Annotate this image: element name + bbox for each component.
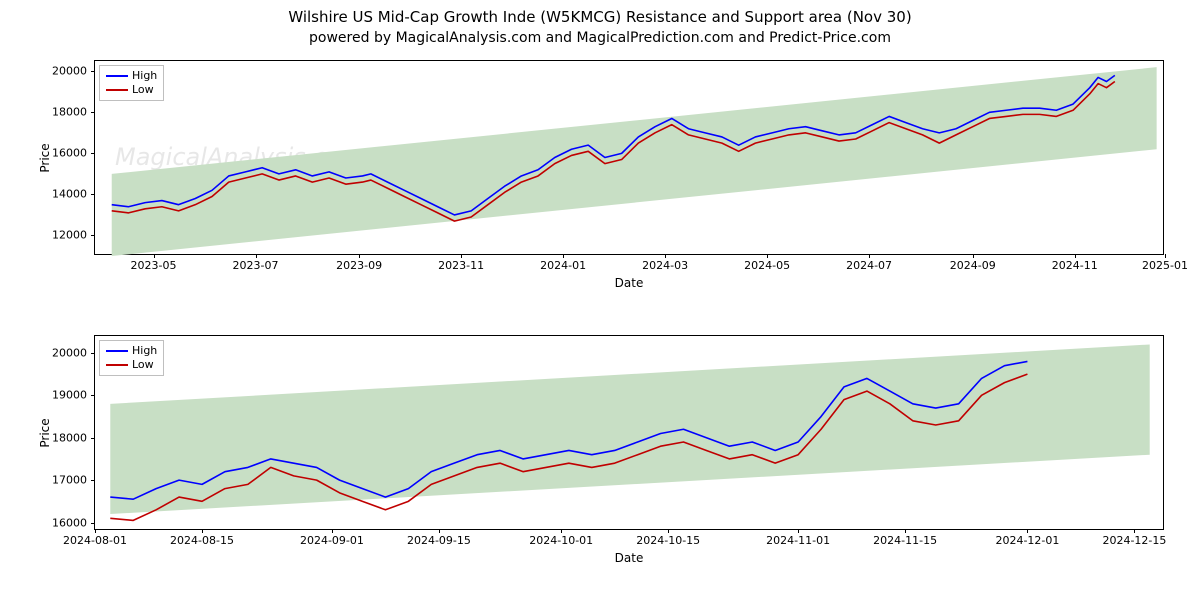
x-tick-label: 2024-07 [846,259,892,272]
y-tick-label: 14000 [52,188,87,201]
x-tick-label: 2024-01 [540,259,586,272]
x-tick-label: 2024-05 [744,259,790,272]
top-y-axis-label: Price [38,143,52,172]
y-tick-label: 18000 [52,106,87,119]
legend-swatch-low [106,89,128,91]
y-tick-label: 20000 [52,346,87,359]
top-plot-svg [95,61,1165,256]
bottom-chart-axes: Price Date High Low MagicalAnalysis.com … [94,335,1164,530]
legend-swatch-high [106,75,128,77]
chart-title: Wilshire US Mid-Cap Growth Inde (W5KMCG)… [0,8,1200,26]
y-tick-label: 17000 [52,474,87,487]
x-tick-label: 2024-12-15 [1102,534,1166,547]
top-legend: High Low [99,65,164,101]
legend-swatch-low [106,364,128,366]
x-tick-label: 2024-09-01 [300,534,364,547]
legend-row-low: Low [106,358,157,372]
y-tick-label: 18000 [52,431,87,444]
bottom-plot-svg [95,336,1165,531]
bottom-y-axis-label: Price [38,418,52,447]
legend-label-high: High [132,69,157,83]
legend-label-low: Low [132,358,154,372]
x-tick-label: 2024-11-01 [766,534,830,547]
x-tick-label: 2024-03 [642,259,688,272]
x-tick-label: 2024-11-15 [873,534,937,547]
x-tick-label: 2024-10-01 [529,534,593,547]
x-tick-label: 2024-09 [950,259,996,272]
legend-label-high: High [132,344,157,358]
top-x-axis-label: Date [615,276,644,290]
y-tick-label: 12000 [52,229,87,242]
x-tick-label: 2025-01 [1142,259,1188,272]
legend-row-high: High [106,69,157,83]
x-tick-label: 2024-08-01 [63,534,127,547]
bottom-x-axis-label: Date [615,551,644,565]
x-tick-label: 2023-11 [438,259,484,272]
x-tick-label: 2024-11 [1052,259,1098,272]
y-tick-label: 20000 [52,65,87,78]
y-tick-label: 16000 [52,516,87,529]
x-tick-label: 2023-07 [233,259,279,272]
bottom-legend: High Low [99,340,164,376]
x-tick-label: 2024-12-01 [995,534,1059,547]
top-chart-axes: Price Date High Low MagicalAnalysis.com … [94,60,1164,255]
x-tick-label: 2024-10-15 [636,534,700,547]
legend-label-low: Low [132,83,154,97]
x-tick-label: 2023-05 [131,259,177,272]
chart-subtitle: powered by MagicalAnalysis.com and Magic… [0,30,1200,46]
y-tick-label: 19000 [52,389,87,402]
figure: Wilshire US Mid-Cap Growth Inde (W5KMCG)… [0,0,1200,600]
x-tick-label: 2024-08-15 [170,534,234,547]
y-tick-label: 16000 [52,147,87,160]
x-tick-label: 2023-09 [336,259,382,272]
legend-row-low: Low [106,83,157,97]
legend-swatch-high [106,350,128,352]
legend-row-high: High [106,344,157,358]
x-tick-label: 2024-09-15 [407,534,471,547]
